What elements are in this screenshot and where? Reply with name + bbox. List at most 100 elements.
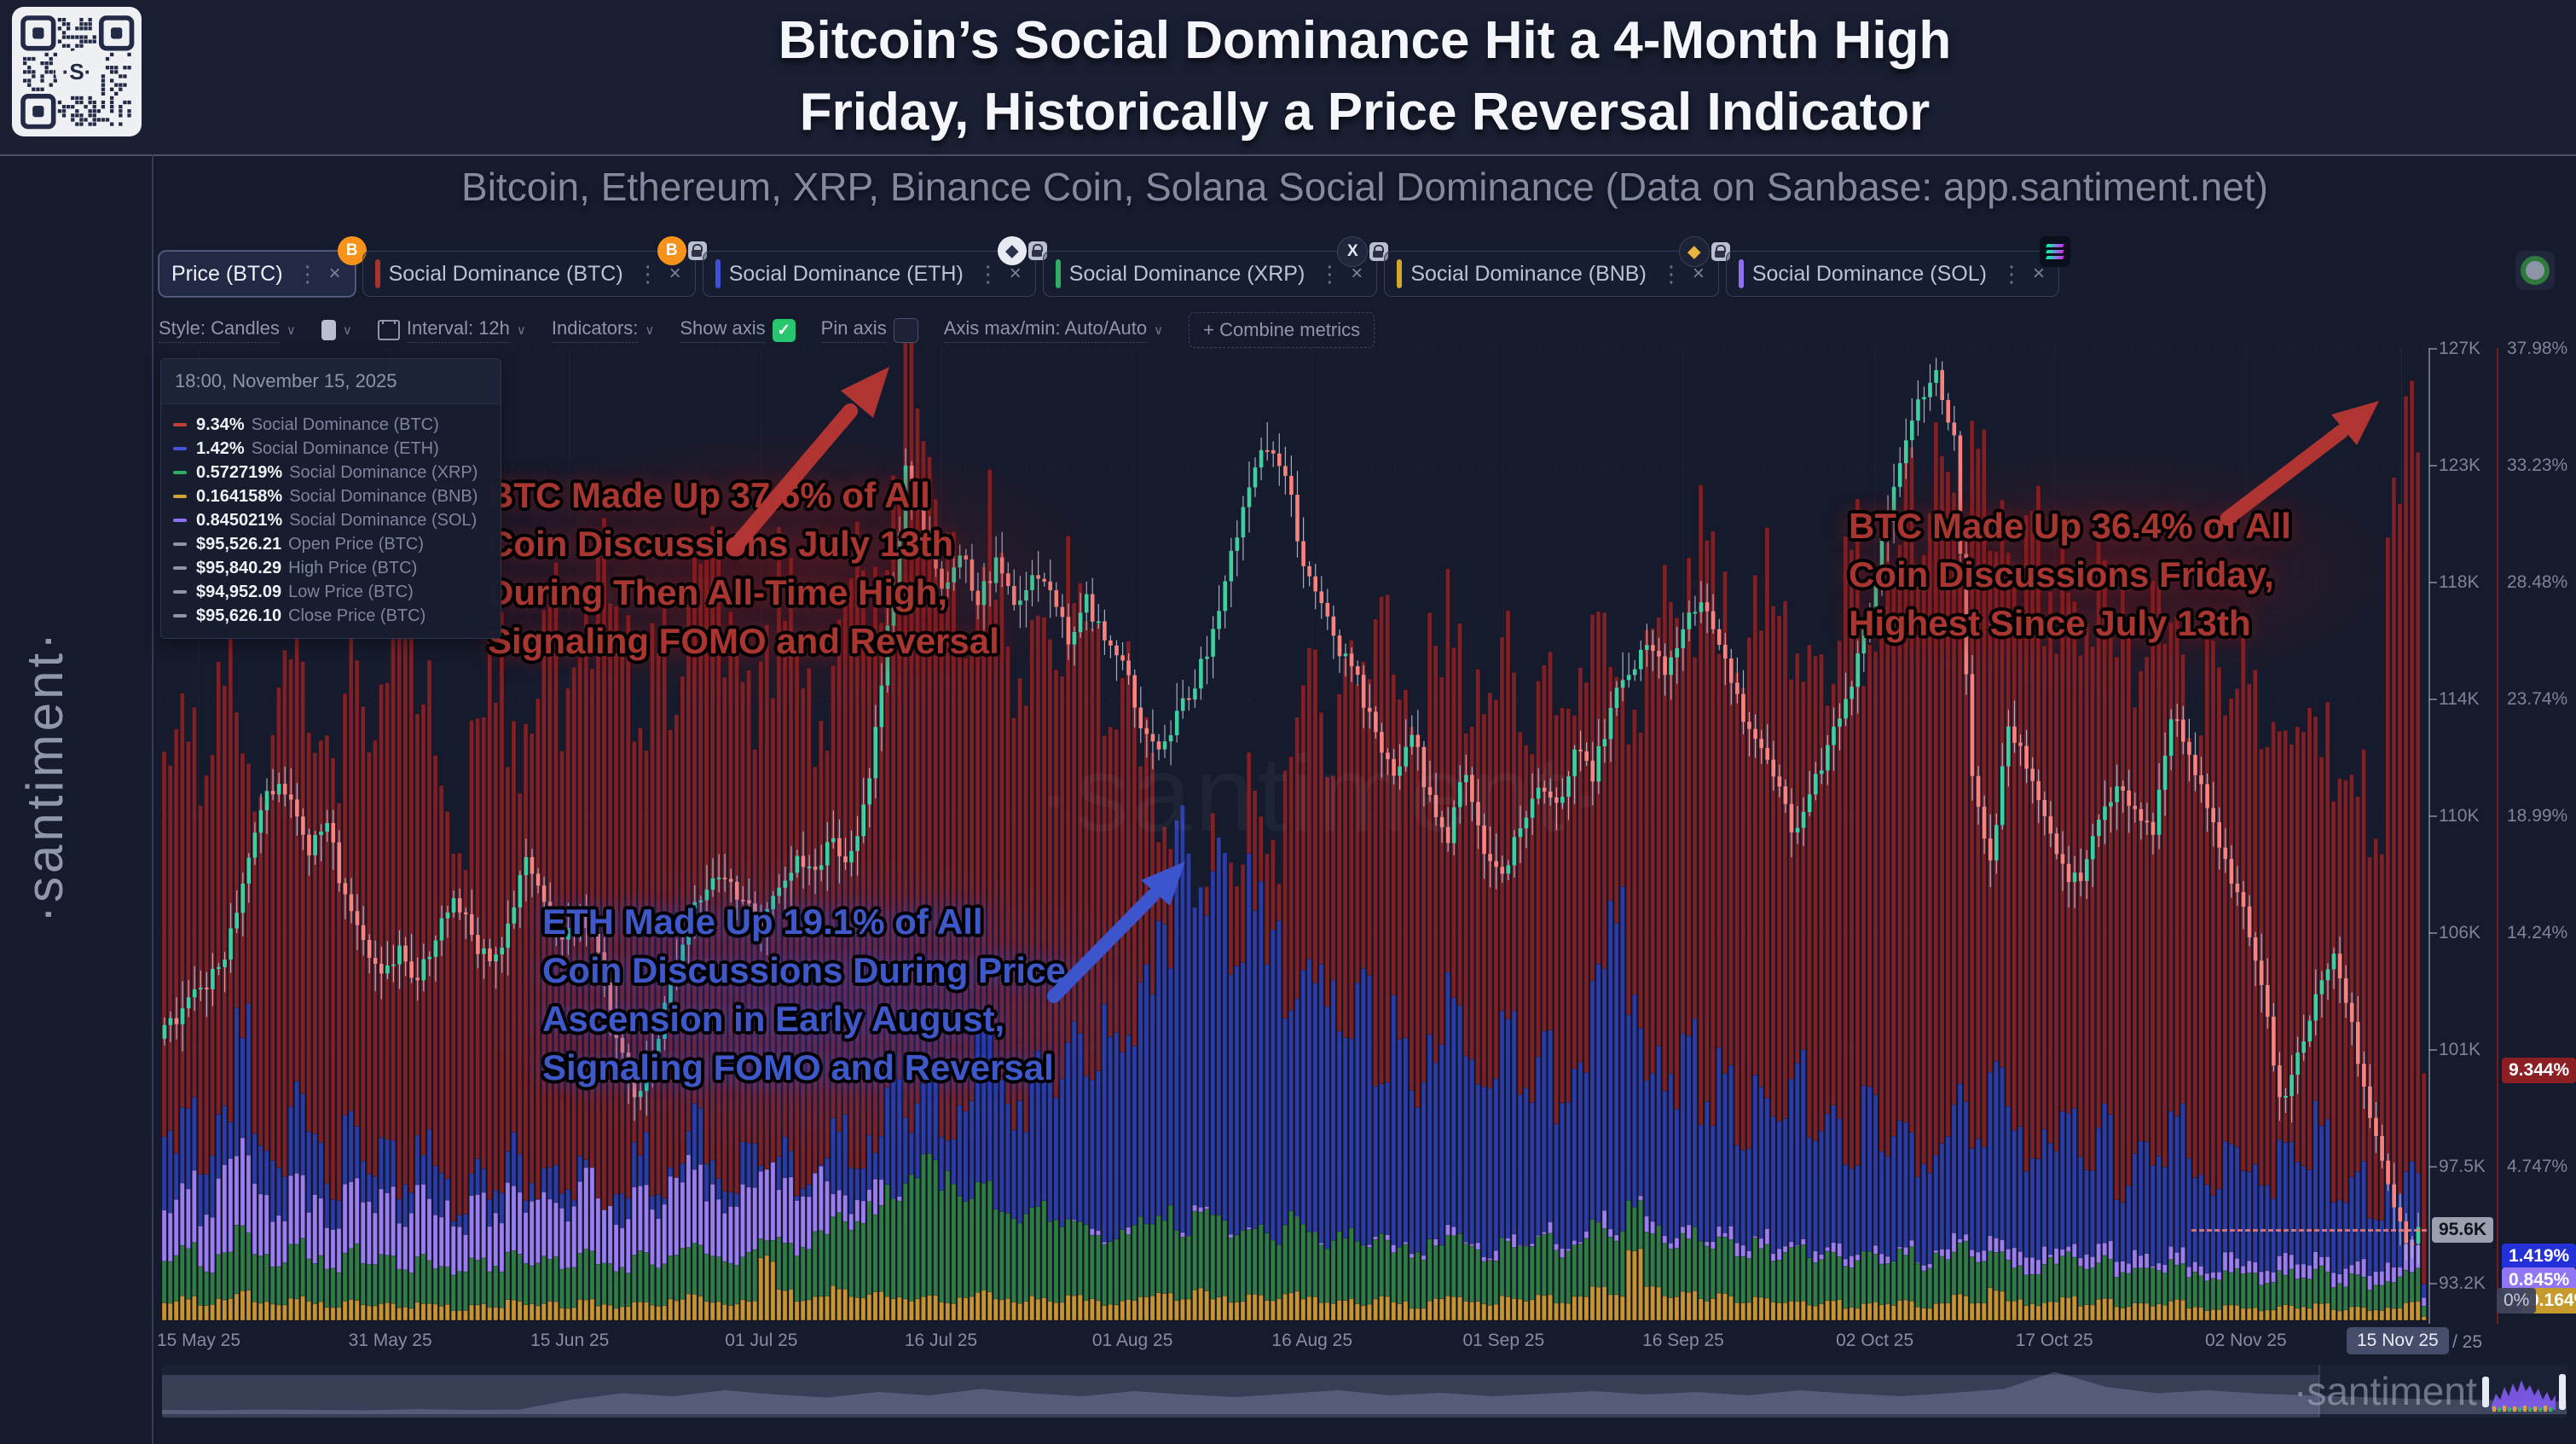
- annotation-btc-friday: BTC Made Up 36.4% of All Coin Discussion…: [1849, 506, 2291, 643]
- kebab-icon[interactable]: ⋮: [1318, 260, 1341, 287]
- show-axis-toggle[interactable]: Show axis ✓: [680, 317, 796, 343]
- price-axis-label: 101K: [2439, 1040, 2481, 1059]
- tooltip-row: $95,626.10 Close Price (BTC): [173, 604, 489, 628]
- page-title: Bitcoin’s Social Dominance Hit a 4-Month…: [153, 5, 2576, 148]
- close-icon[interactable]: ×: [1351, 262, 1363, 285]
- main-chart[interactable]: [153, 343, 2576, 1327]
- series-social-dominance-bnb-: [161, 1248, 2427, 1321]
- tooltip-row: $95,840.29 High Price (BTC): [173, 556, 489, 580]
- kebab-icon[interactable]: ⋮: [296, 260, 319, 287]
- chevron-down-icon: ∨: [1154, 323, 1164, 338]
- pin-axis-toggle[interactable]: Pin axis: [820, 317, 918, 343]
- kebab-icon[interactable]: ⋮: [2000, 260, 2023, 287]
- pct-axis-label: 18.99%: [2507, 806, 2568, 826]
- tab-color-stripe: [715, 259, 721, 288]
- close-icon[interactable]: ×: [328, 262, 341, 285]
- close-icon[interactable]: ×: [1009, 262, 1022, 285]
- qr-code: ·S·: [12, 7, 142, 136]
- date-tick: 17 Oct 25: [2015, 1331, 2093, 1350]
- price-axis-label: 93.2K: [2439, 1273, 2486, 1293]
- kebab-icon[interactable]: ⋮: [1659, 260, 1682, 287]
- checkbox-empty-icon[interactable]: [893, 317, 918, 343]
- tooltip-row: 9.34% Social Dominance (BTC): [173, 413, 489, 437]
- close-icon[interactable]: ×: [1692, 262, 1705, 285]
- santiment-center-watermark: ·santiment·: [1036, 735, 1607, 854]
- tab-social-dominance-bnb[interactable]: Social Dominance (BNB) ⋮ × ◆: [1384, 236, 1730, 297]
- series-dash-icon: [173, 566, 187, 570]
- chevron-down-icon: ∨: [342, 323, 352, 338]
- tooltip-value: $94,952.09: [196, 582, 282, 601]
- color-picker[interactable]: ∨: [321, 320, 352, 340]
- date-tick: 31 May 25: [348, 1331, 432, 1350]
- series-dash-icon: [173, 590, 187, 594]
- lock-icon: [1369, 242, 1389, 261]
- interval-selector[interactable]: Interval: 12h ∨: [377, 317, 526, 343]
- lock-icon: [1711, 242, 1730, 261]
- price-axis-label: 123K: [2439, 455, 2481, 475]
- series-dash-icon: [173, 495, 187, 498]
- tab-price-btc[interactable]: Price (BTC) ⋮ × B: [159, 236, 367, 297]
- tooltip-label: Social Dominance (SOL): [289, 510, 478, 530]
- btc-price-candles: [162, 357, 2421, 1265]
- date-tick: 16 Aug 25: [1271, 1331, 1353, 1350]
- date-tick: 01 Sep 25: [1462, 1331, 1545, 1350]
- lock-icon: [687, 241, 707, 260]
- recorder-button[interactable]: [2515, 251, 2555, 290]
- zero-pct-badge: 0%: [2497, 1288, 2537, 1314]
- tab-social-dominance-eth[interactable]: Social Dominance (ETH) ⋮ × ◆: [702, 236, 1047, 297]
- tooltip-label: Social Dominance (BTC): [251, 415, 439, 434]
- tab-social-dominance-xrp[interactable]: Social Dominance (XRP) ⋮ × X: [1042, 236, 1389, 297]
- record-dot-icon: [2521, 256, 2550, 285]
- axis-maxmin-selector[interactable]: Axis max/min: Auto/Auto ∨: [943, 317, 1164, 343]
- tab-social-dominance-sol[interactable]: Social Dominance (SOL) ⋮ ×: [1725, 236, 2070, 297]
- tab-social-dominance-btc[interactable]: Social Dominance (BTC) ⋮ × B: [362, 236, 707, 297]
- navigator-selection-handles[interactable]: [2481, 1372, 2567, 1414]
- btc-coin-badge: B: [337, 236, 367, 265]
- chevron-down-icon: ∨: [645, 323, 655, 338]
- kebab-icon[interactable]: ⋮: [976, 260, 999, 287]
- current-price-line: [2191, 1229, 2427, 1232]
- eth-icon: ◆: [997, 236, 1027, 265]
- btc-coin-badge: B: [657, 236, 707, 265]
- date-tick: 16 Sep 25: [1642, 1331, 1724, 1350]
- sidebar-divider: [152, 155, 153, 1444]
- date-crosshair-badge: 15 Nov 25: [2347, 1327, 2449, 1354]
- chart-toolbar: Style: Candles ∨ ∨ Interval: 12h ∨ Indicat…: [159, 312, 1375, 348]
- price-axis-label: 106K: [2439, 923, 2481, 942]
- series-dash-icon: [173, 423, 187, 426]
- style-selector[interactable]: Style: Candles ∨: [159, 317, 296, 343]
- tooltip-value: 1.42%: [196, 438, 245, 458]
- solana-icon: [2039, 236, 2070, 267]
- checkbox-checked-icon[interactable]: ✓: [772, 318, 796, 342]
- tab-label: Social Dominance (XRP): [1068, 261, 1305, 286]
- tab-label: Social Dominance (BTC): [388, 261, 623, 286]
- tooltip-rows: 9.34% Social Dominance (BTC) 1.42% Social D…: [161, 404, 501, 638]
- annotation-eth-august: ETH Made Up 19.1% of All Coin Discussion…: [542, 902, 1066, 1087]
- btc-icon: B: [657, 236, 686, 265]
- tooltip-row: 1.42% Social Dominance (ETH): [173, 437, 489, 461]
- date-tick: 02 Oct 25: [1836, 1331, 1914, 1350]
- title-line-1: Bitcoin’s Social Dominance Hit a 4-Month…: [778, 11, 1952, 70]
- date-tick: 01 Aug 25: [1091, 1331, 1173, 1350]
- bnb-icon: ◆: [1678, 236, 1710, 267]
- santiment-side-watermark: ·santiment·: [16, 629, 73, 924]
- kebab-icon[interactable]: ⋮: [636, 260, 659, 287]
- annotation-btc-july: BTC Made Up 37.6% of All Coin Discussion…: [488, 475, 999, 661]
- date-tick: 15 Jun 25: [530, 1331, 610, 1350]
- tooltip-timestamp: 18:00, November 15, 2025: [161, 359, 501, 404]
- date-tick: 01 Jul 25: [725, 1331, 798, 1350]
- indicators-selector[interactable]: Indicators: ∨: [551, 317, 655, 343]
- header: Bitcoin’s Social Dominance Hit a 4-Month…: [0, 0, 2576, 155]
- tooltip-value: $95,526.21: [196, 534, 282, 554]
- red-arrow-up-icon: [726, 367, 889, 555]
- metric-tabbar: Price (BTC) ⋮ × B Social Dominance (BTC)…: [159, 236, 2070, 299]
- timeline-navigator[interactable]: [162, 1365, 2567, 1418]
- tooltip-value: 0.845021%: [196, 510, 283, 530]
- bnb-coin-badge: ◆: [1678, 236, 1730, 267]
- close-icon[interactable]: ×: [2032, 262, 2045, 285]
- combine-metrics-button[interactable]: + Combine metrics: [1189, 312, 1375, 348]
- series-dash-icon: [173, 542, 187, 546]
- close-icon[interactable]: ×: [669, 262, 681, 285]
- tooltip-value: 9.34%: [196, 415, 245, 434]
- red-arrow-up-icon: [2220, 401, 2379, 526]
